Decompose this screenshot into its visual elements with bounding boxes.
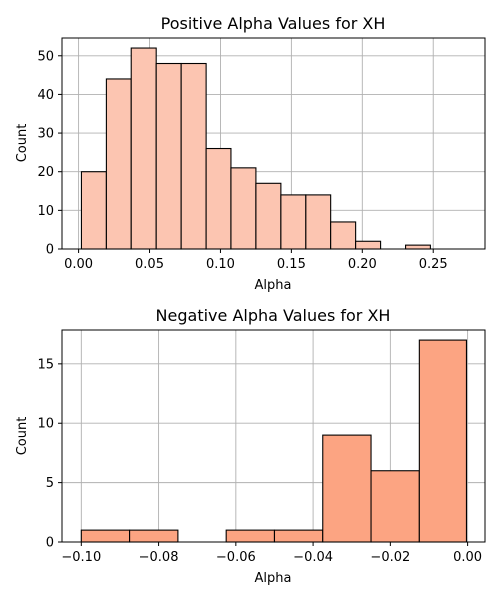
x-tick-label: 0.25 xyxy=(419,257,448,272)
histogram-bar xyxy=(418,339,468,543)
x-tick-label: −0.08 xyxy=(139,550,179,565)
histogram-bar xyxy=(330,221,357,250)
y-axis-label: Count xyxy=(15,417,30,456)
y-tick-label: 50 xyxy=(37,49,54,64)
histogram-bar xyxy=(80,171,107,250)
chart-negative-alpha: Negative Alpha Values for XH −0.10 −0.08−… xyxy=(15,306,486,586)
histogram-bar xyxy=(129,529,179,543)
x-tick-label: −0.02 xyxy=(370,550,410,565)
y-axis-ticks: 0 10 20 30 40 50 xyxy=(37,49,62,258)
y-tick-label: 5 xyxy=(46,476,54,491)
plot-frame xyxy=(61,37,486,250)
chart-positive-alpha: Positive Alpha Values for XH 0.00 0.05 0.1… xyxy=(15,14,486,293)
histogram-bar xyxy=(225,529,276,543)
x-tick-label: 0.10 xyxy=(206,257,235,272)
histogram-bar xyxy=(105,78,132,250)
y-tick-label: 40 xyxy=(37,88,54,103)
y-tick-label: 30 xyxy=(37,127,54,142)
histogram-bar xyxy=(180,62,207,250)
histogram-bar xyxy=(370,470,420,543)
x-axis-ticks: −0.10 −0.08 −0.06 −0.04 −0.02 0.00 xyxy=(61,542,482,565)
histogram-bar xyxy=(230,167,257,250)
histogram-bar xyxy=(255,182,282,250)
x-tick-label: 0.15 xyxy=(277,257,306,272)
histogram-bar xyxy=(130,47,157,250)
chart-title: Positive Alpha Values for XH xyxy=(161,14,386,33)
x-tick-label: 0.00 xyxy=(453,550,482,565)
histogram-bar xyxy=(273,529,324,543)
plot-frame xyxy=(61,329,486,543)
histogram-bar xyxy=(322,434,372,543)
histogram-bar xyxy=(305,194,332,250)
x-axis-label: Alpha xyxy=(255,278,292,293)
y-tick-label: 10 xyxy=(37,204,54,219)
histogram-bar xyxy=(405,244,431,250)
x-tick-label: −0.10 xyxy=(61,550,101,565)
bars xyxy=(80,339,468,543)
y-tick-label: 15 xyxy=(37,357,54,372)
x-tick-label: 0.05 xyxy=(135,257,164,272)
y-axis-ticks: 0 5 10 15 xyxy=(37,357,62,551)
y-tick-label: 0 xyxy=(46,536,54,551)
x-axis-ticks: 0.00 0.05 0.10 0.15 0.20 0.25 xyxy=(64,249,448,272)
x-axis-label: Alpha xyxy=(255,571,292,586)
histogram-bar xyxy=(280,194,307,250)
bars xyxy=(80,47,431,250)
x-tick-label: 0.20 xyxy=(348,257,377,272)
y-axis-label: Count xyxy=(15,124,30,163)
histogram-bar xyxy=(80,529,131,543)
histogram-bar xyxy=(355,240,382,250)
histogram-bar xyxy=(205,147,232,250)
x-tick-label: 0.00 xyxy=(64,257,93,272)
x-tick-label: −0.04 xyxy=(293,550,333,565)
chart-title: Negative Alpha Values for XH xyxy=(156,306,391,325)
y-tick-label: 0 xyxy=(46,243,54,258)
histogram-bar xyxy=(155,62,182,250)
y-tick-label: 20 xyxy=(37,165,54,180)
x-tick-label: −0.06 xyxy=(216,550,256,565)
y-tick-label: 10 xyxy=(37,417,54,432)
